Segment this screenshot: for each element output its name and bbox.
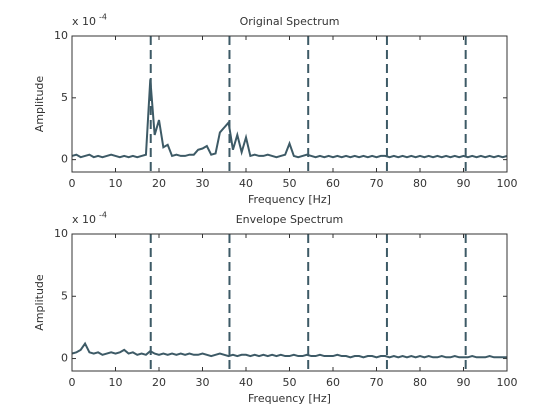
y-scale-label: x 10: [72, 15, 96, 28]
y-tick-label: 5: [61, 289, 68, 302]
x-tick-label: 0: [69, 376, 76, 389]
y-scale-exponent: -4: [99, 13, 107, 22]
x-tick-label: 20: [152, 177, 166, 190]
x-tick-label: 60: [326, 177, 340, 190]
x-axis-label: Frequency [Hz]: [248, 392, 331, 405]
x-tick-label: 10: [109, 376, 123, 389]
x-tick-label: 100: [497, 177, 518, 190]
x-tick-label: 20: [152, 376, 166, 389]
x-tick-label: 60: [326, 376, 340, 389]
y-tick-label: 10: [54, 227, 68, 240]
y-tick-label: 0: [61, 352, 68, 365]
x-tick-label: 10: [109, 177, 123, 190]
plot-area: [72, 36, 507, 172]
y-axis-label: Amplitude: [33, 274, 46, 331]
y-tick-label: 5: [61, 91, 68, 104]
axes-box: [71, 35, 508, 173]
x-tick-label: 100: [497, 376, 518, 389]
x-tick-label: 40: [239, 376, 253, 389]
y-tick-label: 10: [54, 29, 68, 42]
plot-area: [72, 234, 507, 371]
y-tick-label: 0: [61, 153, 68, 166]
chart-title: Envelope Spectrum: [236, 213, 344, 226]
y-scale-exponent: -4: [99, 211, 107, 220]
x-tick-label: 30: [196, 376, 210, 389]
x-tick-label: 70: [370, 376, 384, 389]
x-tick-label: 80: [413, 376, 427, 389]
y-axis-label: Amplitude: [33, 76, 46, 133]
spectrum-line: [71, 341, 507, 359]
x-tick-label: 80: [413, 177, 427, 190]
x-tick-label: 50: [283, 177, 297, 190]
x-tick-label: 90: [457, 177, 471, 190]
x-axis-label: Frequency [Hz]: [248, 193, 331, 206]
x-tick-label: 90: [457, 376, 471, 389]
x-tick-label: 40: [239, 177, 253, 190]
x-tick-label: 50: [283, 376, 297, 389]
x-tick-label: 70: [370, 177, 384, 190]
chart-title: Original Spectrum: [240, 15, 340, 28]
spectrum-line: [71, 79, 508, 159]
x-tick-label: 0: [69, 177, 76, 190]
axes-box: [71, 233, 508, 372]
x-tick-label: 30: [196, 177, 210, 190]
y-scale-label: x 10: [72, 213, 96, 226]
